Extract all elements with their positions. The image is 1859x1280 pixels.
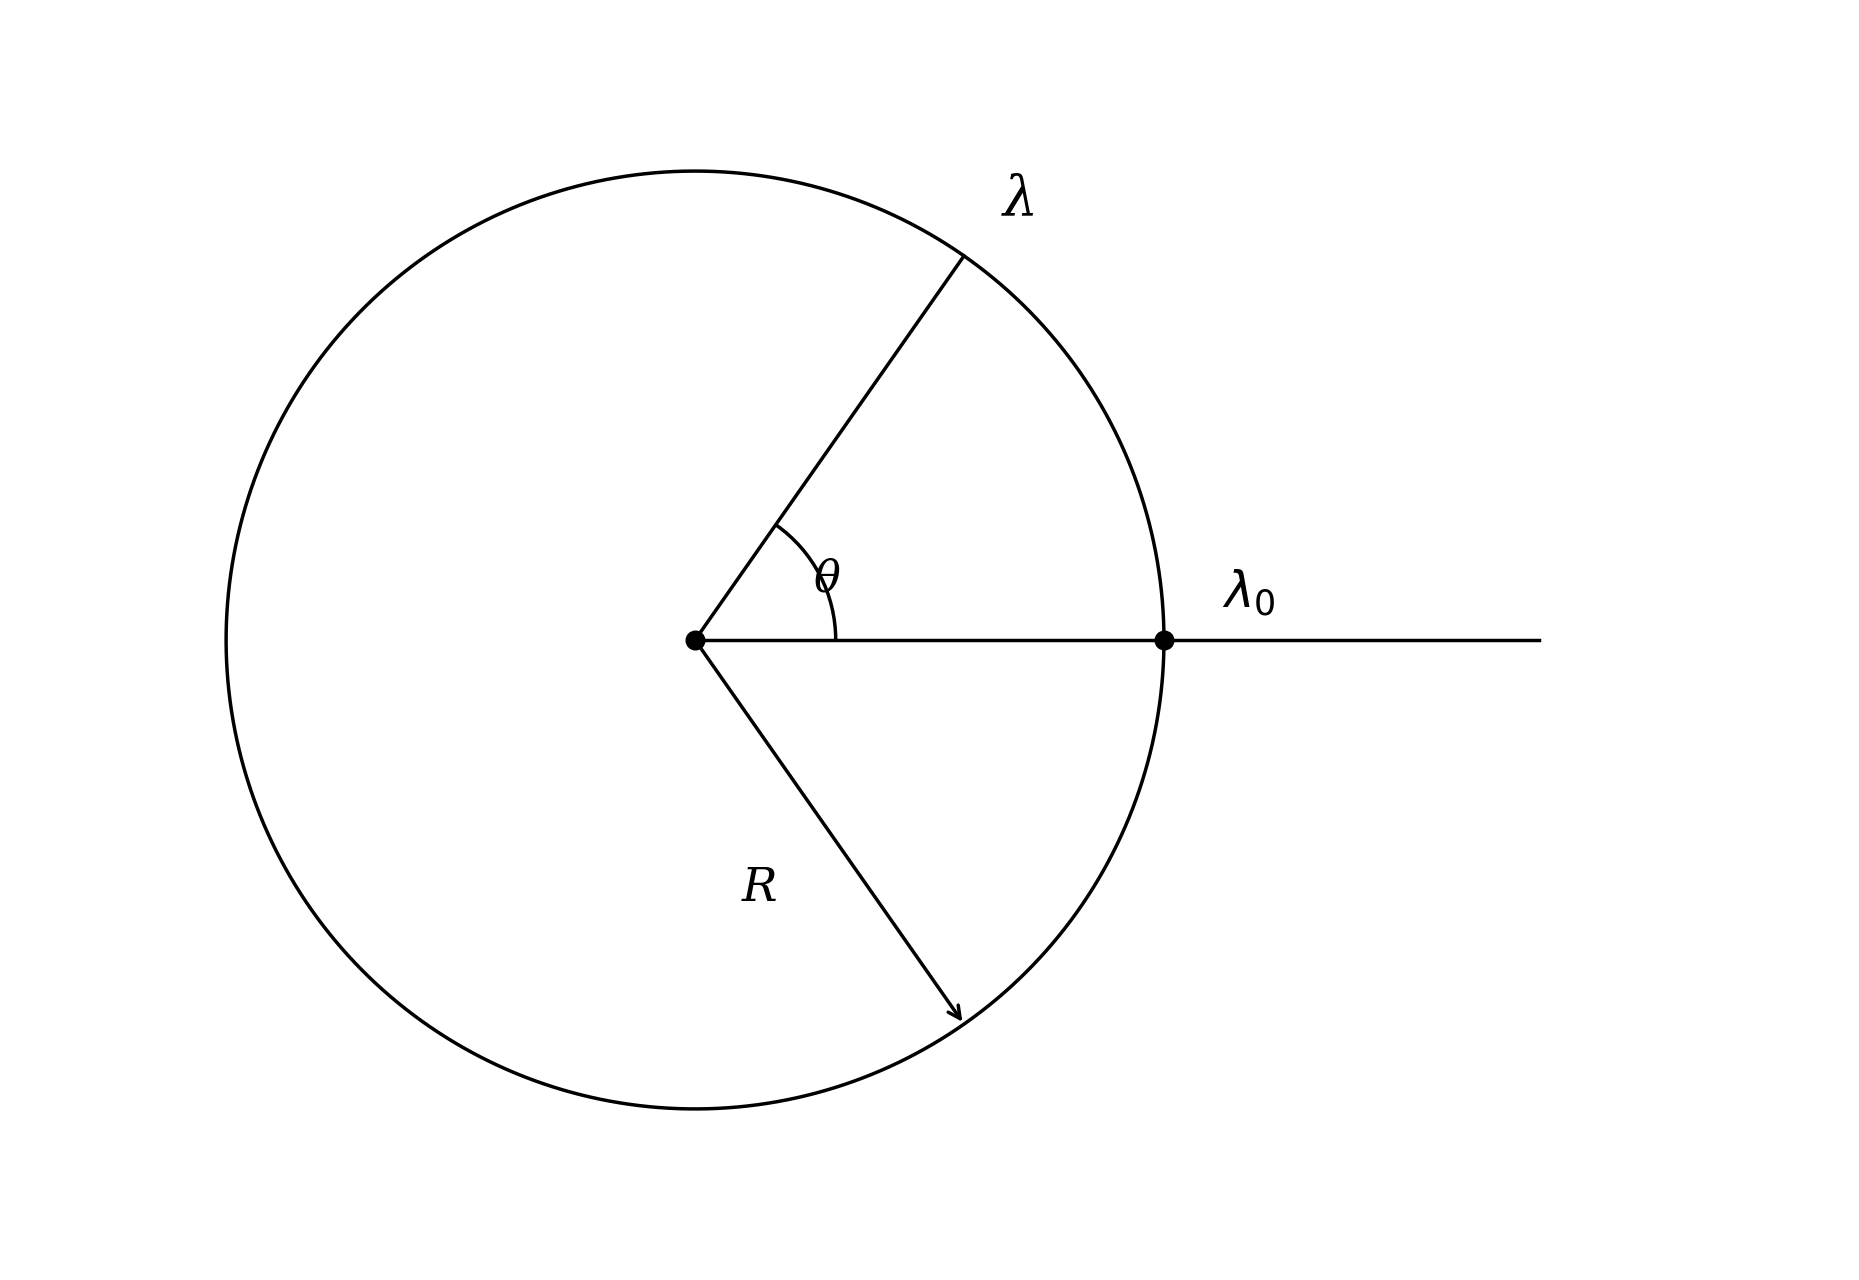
Text: λ: λ bbox=[1002, 173, 1037, 227]
Point bbox=[680, 630, 710, 650]
Text: R: R bbox=[742, 865, 777, 911]
Point bbox=[1149, 630, 1179, 650]
Text: $\lambda_0$: $\lambda_0$ bbox=[1221, 568, 1275, 618]
Text: θ: θ bbox=[812, 558, 840, 600]
